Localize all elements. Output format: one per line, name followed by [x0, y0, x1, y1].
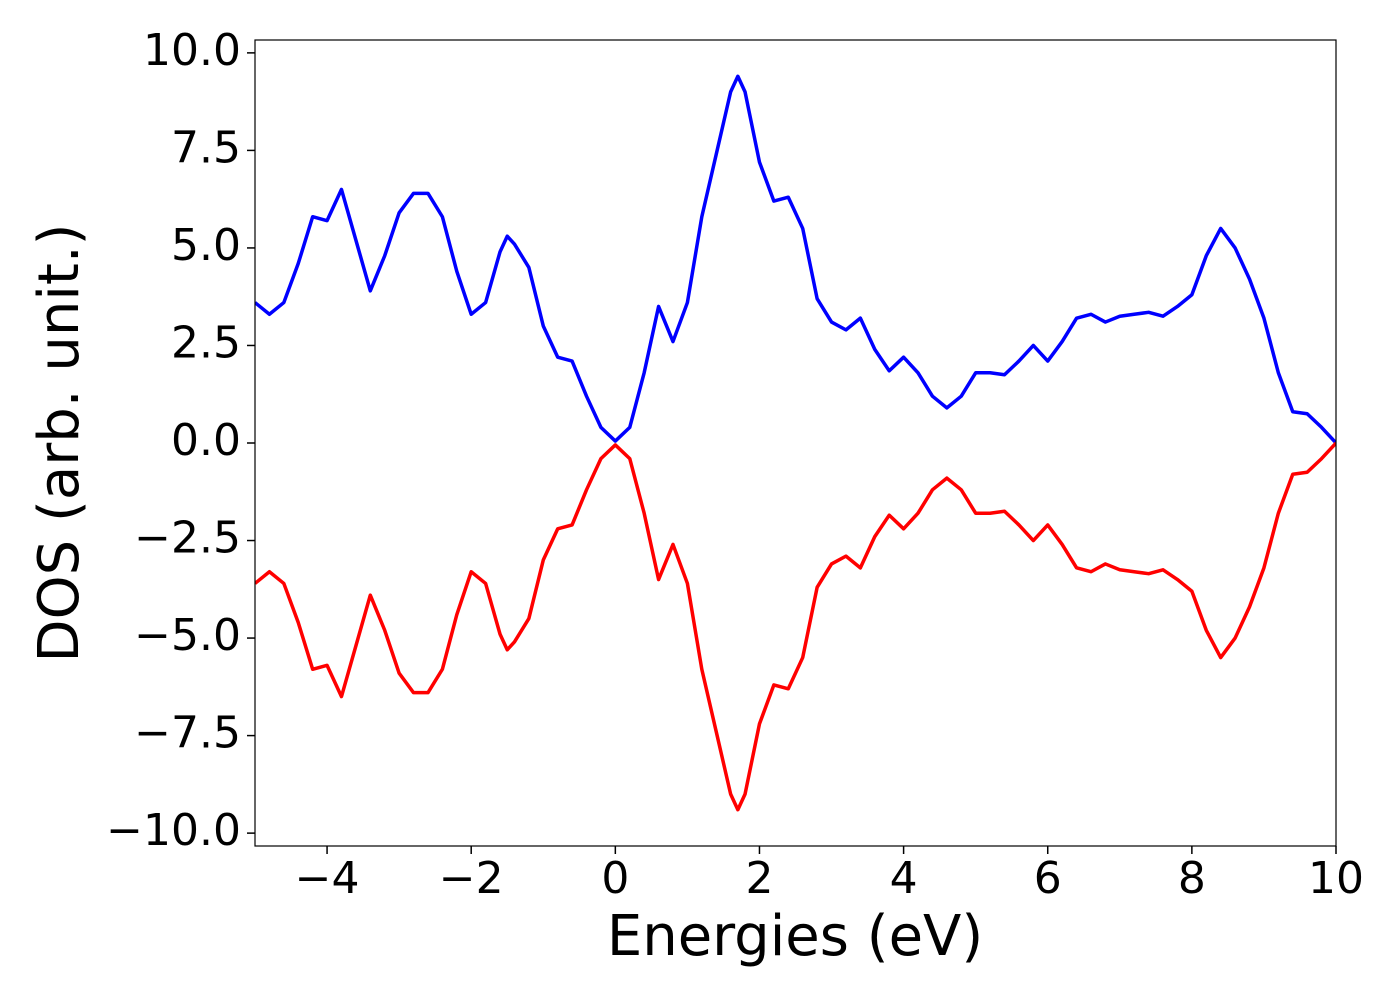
x-tick-label: 0: [601, 853, 629, 904]
y-tick-label: −5.0: [134, 610, 241, 661]
y-tick-label: −2.5: [134, 513, 241, 564]
x-tick-label: −4: [295, 853, 360, 904]
x-axis-label: Energies (eV): [607, 904, 983, 969]
y-tick-label: 0.0: [171, 415, 241, 466]
series-line: [255, 74, 1336, 445]
y-tick-label: 10.0: [143, 25, 241, 76]
plot-frame: [254, 39, 1337, 847]
x-tick-label: 4: [890, 853, 918, 904]
series-line: [255, 441, 1336, 812]
y-tick-label: 2.5: [171, 317, 241, 368]
y-tick-label: −10.0: [106, 805, 241, 856]
y-tick-label: 5.0: [171, 220, 241, 271]
y-tick-label: 7.5: [171, 122, 241, 173]
x-tick-label: 8: [1178, 853, 1206, 904]
x-tick-label: 2: [745, 853, 773, 904]
y-tick-label: −7.5: [134, 708, 241, 759]
x-tick-label: −2: [439, 853, 504, 904]
x-tick-label: 6: [1034, 853, 1062, 904]
x-tick-label: 10: [1308, 853, 1364, 904]
y-axis-label: DOS (arb. unit.): [27, 223, 92, 662]
